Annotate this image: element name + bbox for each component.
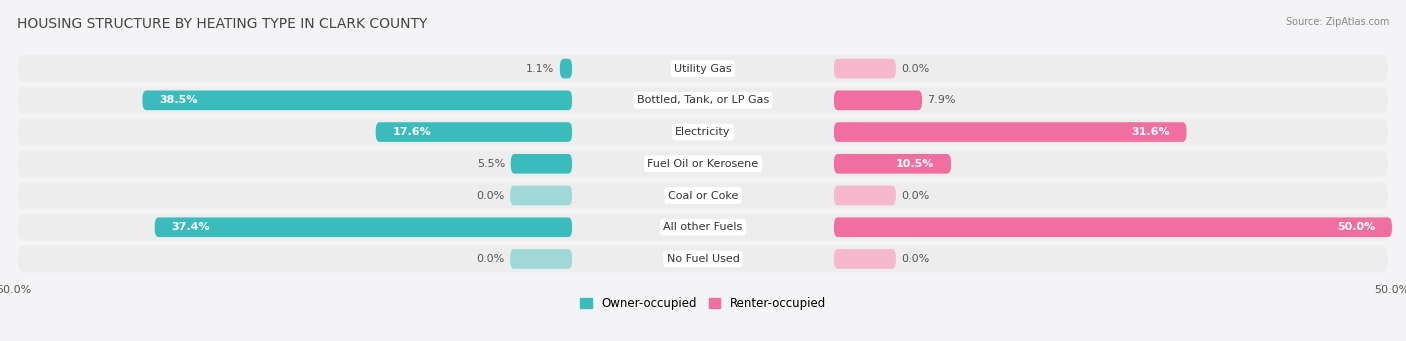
FancyBboxPatch shape [834,249,896,269]
FancyBboxPatch shape [142,90,572,110]
Text: 17.6%: 17.6% [392,127,432,137]
Text: Source: ZipAtlas.com: Source: ZipAtlas.com [1285,17,1389,27]
Text: Fuel Oil or Kerosene: Fuel Oil or Kerosene [647,159,759,169]
FancyBboxPatch shape [510,154,572,174]
FancyBboxPatch shape [18,150,1388,177]
Text: HOUSING STRUCTURE BY HEATING TYPE IN CLARK COUNTY: HOUSING STRUCTURE BY HEATING TYPE IN CLA… [17,17,427,31]
FancyBboxPatch shape [560,59,572,78]
Text: All other Fuels: All other Fuels [664,222,742,232]
Text: Utility Gas: Utility Gas [675,64,731,74]
Text: 50.0%: 50.0% [1337,222,1375,232]
Legend: Owner-occupied, Renter-occupied: Owner-occupied, Renter-occupied [575,292,831,315]
Text: 31.6%: 31.6% [1132,127,1170,137]
FancyBboxPatch shape [18,182,1388,209]
Text: No Fuel Used: No Fuel Used [666,254,740,264]
Text: 38.5%: 38.5% [159,95,197,105]
FancyBboxPatch shape [155,218,572,237]
FancyBboxPatch shape [18,246,1388,272]
FancyBboxPatch shape [834,122,1187,142]
FancyBboxPatch shape [834,154,950,174]
Text: 5.5%: 5.5% [477,159,505,169]
FancyBboxPatch shape [375,122,572,142]
FancyBboxPatch shape [18,214,1388,241]
Text: 0.0%: 0.0% [477,254,505,264]
Text: 37.4%: 37.4% [172,222,209,232]
FancyBboxPatch shape [510,249,572,269]
Text: 0.0%: 0.0% [477,191,505,201]
Text: Coal or Coke: Coal or Coke [668,191,738,201]
FancyBboxPatch shape [834,59,896,78]
Text: 0.0%: 0.0% [901,191,929,201]
Text: 0.0%: 0.0% [901,64,929,74]
FancyBboxPatch shape [18,87,1388,114]
Text: 7.9%: 7.9% [928,95,956,105]
FancyBboxPatch shape [834,90,922,110]
FancyBboxPatch shape [834,186,896,205]
FancyBboxPatch shape [18,55,1388,82]
FancyBboxPatch shape [510,186,572,205]
Text: Electricity: Electricity [675,127,731,137]
Text: Bottled, Tank, or LP Gas: Bottled, Tank, or LP Gas [637,95,769,105]
Text: 0.0%: 0.0% [901,254,929,264]
Text: 1.1%: 1.1% [526,64,554,74]
FancyBboxPatch shape [834,218,1392,237]
FancyBboxPatch shape [18,119,1388,146]
Text: 10.5%: 10.5% [896,159,935,169]
